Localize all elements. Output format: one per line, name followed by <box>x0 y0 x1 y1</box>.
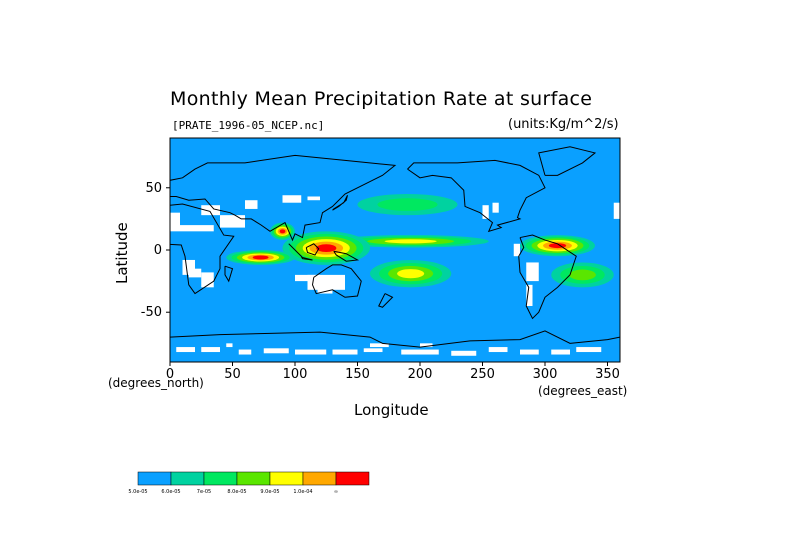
coastline <box>311 264 362 298</box>
x-tick-label: 350 <box>595 367 620 382</box>
colorbar-label: 1.0e-04 <box>293 489 312 495</box>
colorbar-label: 8.0e-05 <box>227 489 246 495</box>
missing-data-cell <box>513 243 520 257</box>
missing-data-cell <box>170 225 214 232</box>
chart-title: Monthly Mean Precipitation Rate at surfa… <box>170 88 593 110</box>
coastline <box>333 250 360 262</box>
y-tick-label: 0 <box>154 243 162 258</box>
colorbar-swatch <box>269 471 304 486</box>
coastline <box>332 195 348 211</box>
colorbar-swatch <box>137 471 172 486</box>
missing-data-cell <box>363 348 383 353</box>
colorbar-label: ∞ <box>334 489 338 495</box>
missing-data-cell <box>551 349 570 355</box>
missing-data-cell <box>307 196 320 201</box>
coastline <box>538 146 597 176</box>
missing-data-cell <box>201 205 220 216</box>
coastline <box>288 243 313 261</box>
precip-region <box>316 244 337 253</box>
coastline <box>224 265 234 283</box>
missing-data-cell <box>295 349 327 355</box>
missing-data-cell <box>263 348 289 354</box>
colorbar-swatch <box>203 471 238 486</box>
missing-data-cell <box>526 262 539 282</box>
missing-data-cell <box>238 349 252 355</box>
y-tick-label: -50 <box>141 305 162 320</box>
missing-data-cell <box>370 343 389 348</box>
colorbar-label: 9.0e-05 <box>260 489 279 495</box>
units-label: (units:Kg/m^2/s) <box>508 117 619 132</box>
precip-region <box>252 255 269 260</box>
missing-data-cell <box>317 287 333 294</box>
x-tick-label: 250 <box>470 367 495 382</box>
missing-data-cell <box>282 195 302 203</box>
missing-data-cell <box>526 284 533 306</box>
missing-data-cell <box>576 347 602 353</box>
coastline <box>407 159 546 233</box>
coastline <box>170 203 235 295</box>
x-tick-label: 100 <box>283 367 308 382</box>
precip-region <box>397 269 425 279</box>
x-tick-label: 0 <box>166 367 174 382</box>
missing-data-cell <box>520 349 539 355</box>
precip-field <box>170 146 620 356</box>
missing-data-cell <box>176 347 195 353</box>
x-tick-label: 200 <box>408 367 433 382</box>
y-tick-label: 50 <box>145 181 162 196</box>
missing-data-cell <box>226 343 233 348</box>
coastline <box>305 243 320 256</box>
missing-data-cell <box>492 202 499 213</box>
x-unit-label: (degrees_east) <box>538 384 628 398</box>
missing-data-cell <box>613 202 620 219</box>
coastline <box>170 154 397 242</box>
missing-data-cell <box>201 347 220 353</box>
y-unit-label: (degrees_north) <box>108 376 204 390</box>
x-tick-label: 300 <box>533 367 558 382</box>
missing-data-cell <box>401 349 439 355</box>
coastline <box>518 234 577 320</box>
precip-region <box>569 269 596 281</box>
colorbar-label: 5.0e-05 <box>128 489 147 495</box>
dataset-filename: [PRATE_1996-05_NCEP.nc] <box>172 119 325 132</box>
x-axis-label: Longitude <box>354 401 429 419</box>
missing-data-cell <box>420 343 433 348</box>
coastline <box>378 293 394 308</box>
missing-data-cell <box>488 347 508 353</box>
colorbar-swatch <box>170 471 205 486</box>
x-tick-label: 50 <box>224 367 241 382</box>
missing-data-cell <box>482 205 489 219</box>
missing-data-cell <box>451 350 477 356</box>
missing-data-cell <box>220 215 245 228</box>
colorbar-label: 7e-05 <box>197 489 211 495</box>
colorbar-swatch <box>335 471 370 486</box>
missing-data-cell <box>332 349 358 355</box>
missing-data-cell <box>188 268 202 278</box>
precip-region <box>384 239 437 244</box>
y-axis-label: Latitude <box>113 222 131 284</box>
missing-data-cell <box>295 274 320 282</box>
colorbar-swatch <box>236 471 271 486</box>
precip-region <box>377 198 438 211</box>
precip-region <box>279 229 286 234</box>
coastline <box>170 330 620 348</box>
missing-data-cell <box>245 200 258 209</box>
colorbar-swatch <box>302 471 337 486</box>
missing-data-cell <box>170 212 180 228</box>
x-tick-label: 150 <box>345 367 370 382</box>
colorbar-label: 6.0e-05 <box>161 489 180 495</box>
